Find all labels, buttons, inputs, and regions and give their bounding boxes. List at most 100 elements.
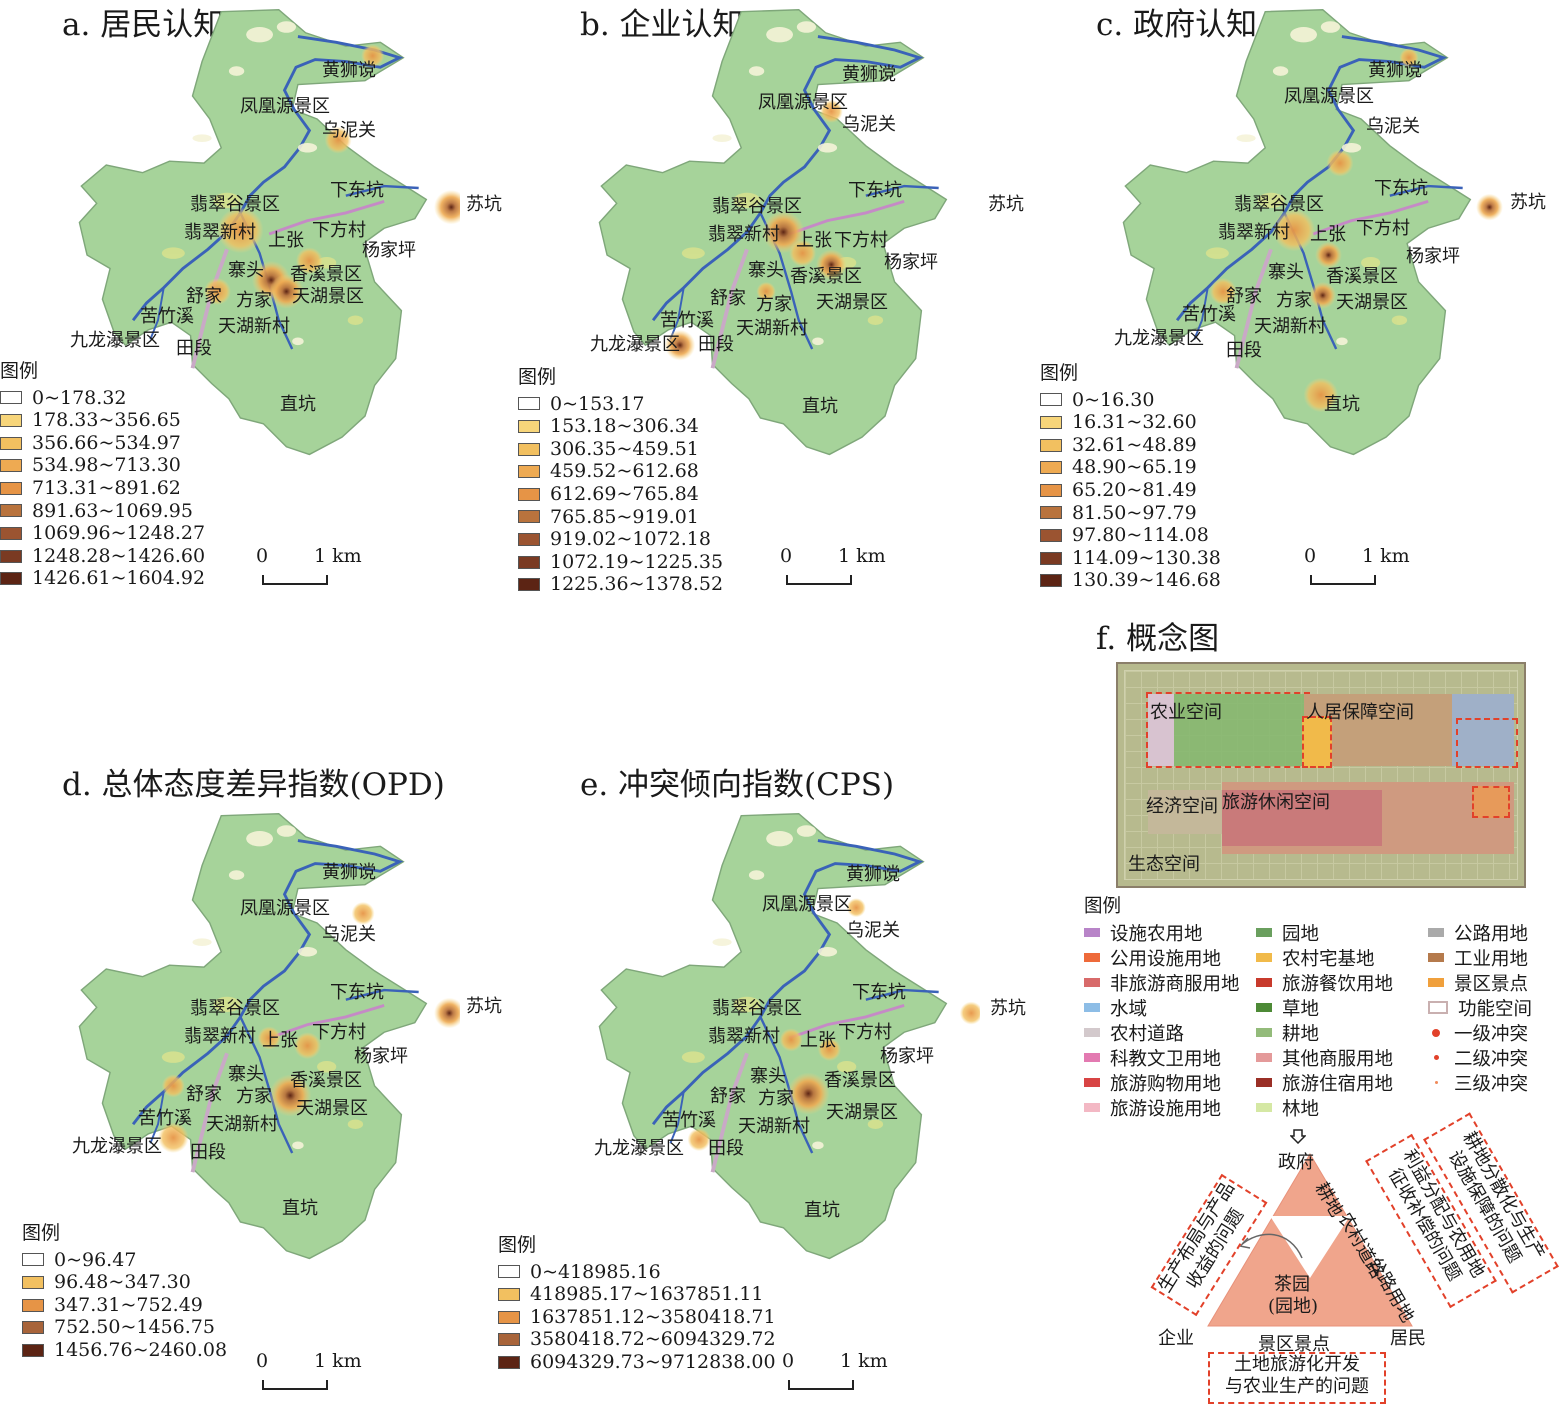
center-line-1: 茶园 — [1274, 1274, 1310, 1295]
place-label: 方家 — [236, 290, 272, 311]
place-label: 天湖景区 — [292, 286, 364, 307]
legend-label: 153.18~306.34 — [550, 415, 699, 438]
legend-swatch — [1040, 574, 1062, 588]
legend-label: 81.50~97.79 — [1072, 501, 1197, 524]
place-label: 苦竹溪 — [1182, 304, 1236, 325]
legend-title: 图例 — [0, 360, 39, 382]
place-label: 天湖景区 — [816, 292, 888, 313]
zone-economy-label: 经济空间 — [1146, 796, 1218, 817]
legend-item: 153.18~306.34 — [518, 415, 723, 438]
scale-zero: 0 — [780, 545, 793, 567]
concept-legend-item: 草地 — [1256, 995, 1428, 1020]
legend-label: 65.20~81.49 — [1072, 478, 1197, 501]
legend-label: 919.02~1072.18 — [550, 528, 711, 551]
legend-swatch — [518, 555, 540, 569]
panel-c-scalebar: 0 1 km — [1304, 545, 1410, 585]
place-label: 舒家 — [710, 1086, 746, 1107]
concept-legend-label: 二级冲突 — [1454, 1048, 1529, 1070]
legend-swatch — [518, 397, 540, 411]
legend-item: 534.98~713.30 — [0, 454, 205, 477]
place-label: 下东坑 — [330, 180, 384, 201]
panel-c-map — [1084, 4, 1503, 464]
legend-swatch — [22, 1343, 44, 1357]
legend-item: 356.66~534.97 — [0, 432, 205, 455]
scale-zero: 0 — [256, 545, 269, 567]
place-label: 香溪景区 — [290, 1070, 362, 1091]
legend-item: 178.33~356.65 — [0, 409, 205, 432]
legend-item: 114.09~130.38 — [1040, 547, 1221, 570]
concept-legend-item: 旅游设施用地 — [1084, 1095, 1256, 1120]
place-label: 翡翠谷景区 — [190, 194, 280, 215]
legend-label: 0~16.30 — [1072, 388, 1155, 411]
place-label: 九龙瀑景区 — [590, 334, 680, 355]
legend-swatch — [498, 1310, 520, 1324]
concept-legend-swatch — [1084, 978, 1100, 987]
legend-label: 356.66~534.97 — [32, 431, 181, 454]
legend-label: 347.31~752.49 — [54, 1293, 203, 1316]
place-label: 舒家 — [186, 1084, 222, 1105]
concept-legend-column: 设施农用地 公用设施用地 非旅游商服用地 水域 农村道路 科教文卫用地 旅游购物用地 旅游设施… — [1084, 920, 1256, 1120]
place-label: 上张 — [262, 1030, 298, 1051]
legend-rows: 0~16.30 16.31~32.60 32.61~48.89 48.90~65.19… — [1040, 389, 1221, 592]
concept-legend-item: 旅游购物用地 — [1084, 1070, 1256, 1095]
concept-legend-label: 功能空间 — [1458, 998, 1533, 1020]
actor-res: 居民 — [1390, 1328, 1426, 1349]
place-label: 苏坑 — [466, 996, 502, 1017]
concept-legend-label: 景区景点 — [1454, 973, 1529, 995]
legend-swatch — [518, 578, 540, 592]
place-label: 香溪景区 — [1326, 266, 1398, 287]
place-label: 寨头 — [228, 260, 264, 281]
concept-legend-label: 水域 — [1110, 998, 1148, 1020]
issue-bottom-1: 土地旅游化开发 — [1234, 1354, 1360, 1375]
place-label: 田段 — [708, 1138, 744, 1159]
place-label: 田段 — [1226, 340, 1262, 361]
panel-c-hotspots — [1209, 48, 1503, 413]
actor-gov: 政府 — [1278, 1152, 1314, 1173]
place-label: 上张 — [800, 1030, 836, 1051]
scale-one: 1 km — [314, 545, 362, 567]
legend-item: 0~178.32 — [0, 387, 205, 410]
place-label: 舒家 — [1226, 286, 1262, 307]
legend-swatch — [1040, 528, 1062, 542]
zone-living-right — [1452, 694, 1514, 766]
place-label: 苦竹溪 — [660, 310, 714, 331]
legend-swatch — [1040, 461, 1062, 475]
concept-legend-swatch — [1428, 1028, 1444, 1037]
legend-label: 6094329.73~9712838.00 — [530, 1350, 776, 1373]
concept-legend-label: 科教文卫用地 — [1110, 1048, 1222, 1070]
place-label: 香溪景区 — [824, 1070, 896, 1091]
concept-legend-swatch — [1428, 1001, 1448, 1014]
place-label: 下方村 — [1356, 218, 1410, 239]
panel-a-title: a. 居民认知 — [62, 7, 225, 43]
legend-item: 306.35~459.51 — [518, 438, 723, 461]
concept-legend-label: 公用设施用地 — [1110, 948, 1222, 970]
place-label: 黄狮谠 — [846, 864, 900, 885]
scale-zero: 0 — [1304, 545, 1317, 567]
legend-item: 1072.19~1225.35 — [518, 551, 723, 574]
legend-label: 418985.17~1637851.11 — [530, 1283, 764, 1306]
panel-d-hotspots — [158, 901, 460, 1153]
legend-title: 图例 — [22, 1222, 61, 1244]
place-label: 下东坑 — [852, 982, 906, 1003]
cycle-arrow-icon — [1239, 1233, 1303, 1259]
concept-legend-item: 工业用地 — [1428, 945, 1556, 970]
legend-label: 459.52~612.68 — [550, 460, 699, 483]
legend-swatch — [518, 419, 540, 433]
scale-bar — [788, 1380, 854, 1390]
edge-scenic: 景区景点 — [1258, 1334, 1330, 1355]
legend-label: 1225.36~1378.52 — [550, 573, 724, 596]
legend-item: 1637851.12~3580418.71 — [498, 1306, 776, 1329]
place-label: 下方村 — [834, 230, 888, 251]
concept-legend-swatch — [1084, 1078, 1100, 1087]
issue-bottom-2: 与农业生产的问题 — [1225, 1376, 1369, 1397]
legend-label: 713.31~891.62 — [32, 476, 181, 499]
concept-legend-item: 设施农用地 — [1084, 920, 1256, 945]
concept-legend-item: 林地 — [1256, 1095, 1428, 1120]
panel-a-scalebar: 0 1 km — [256, 545, 362, 585]
legend-rows: 0~178.32 178.33~356.65 356.66~534.97 534.98… — [0, 387, 205, 590]
place-label: 凤凰源景区 — [240, 898, 330, 919]
place-label: 翡翠新村 — [184, 222, 256, 243]
legend-item: 418985.17~1637851.11 — [498, 1283, 776, 1306]
place-label: 寨头 — [748, 260, 784, 281]
panel-b-hotspots — [664, 99, 847, 361]
